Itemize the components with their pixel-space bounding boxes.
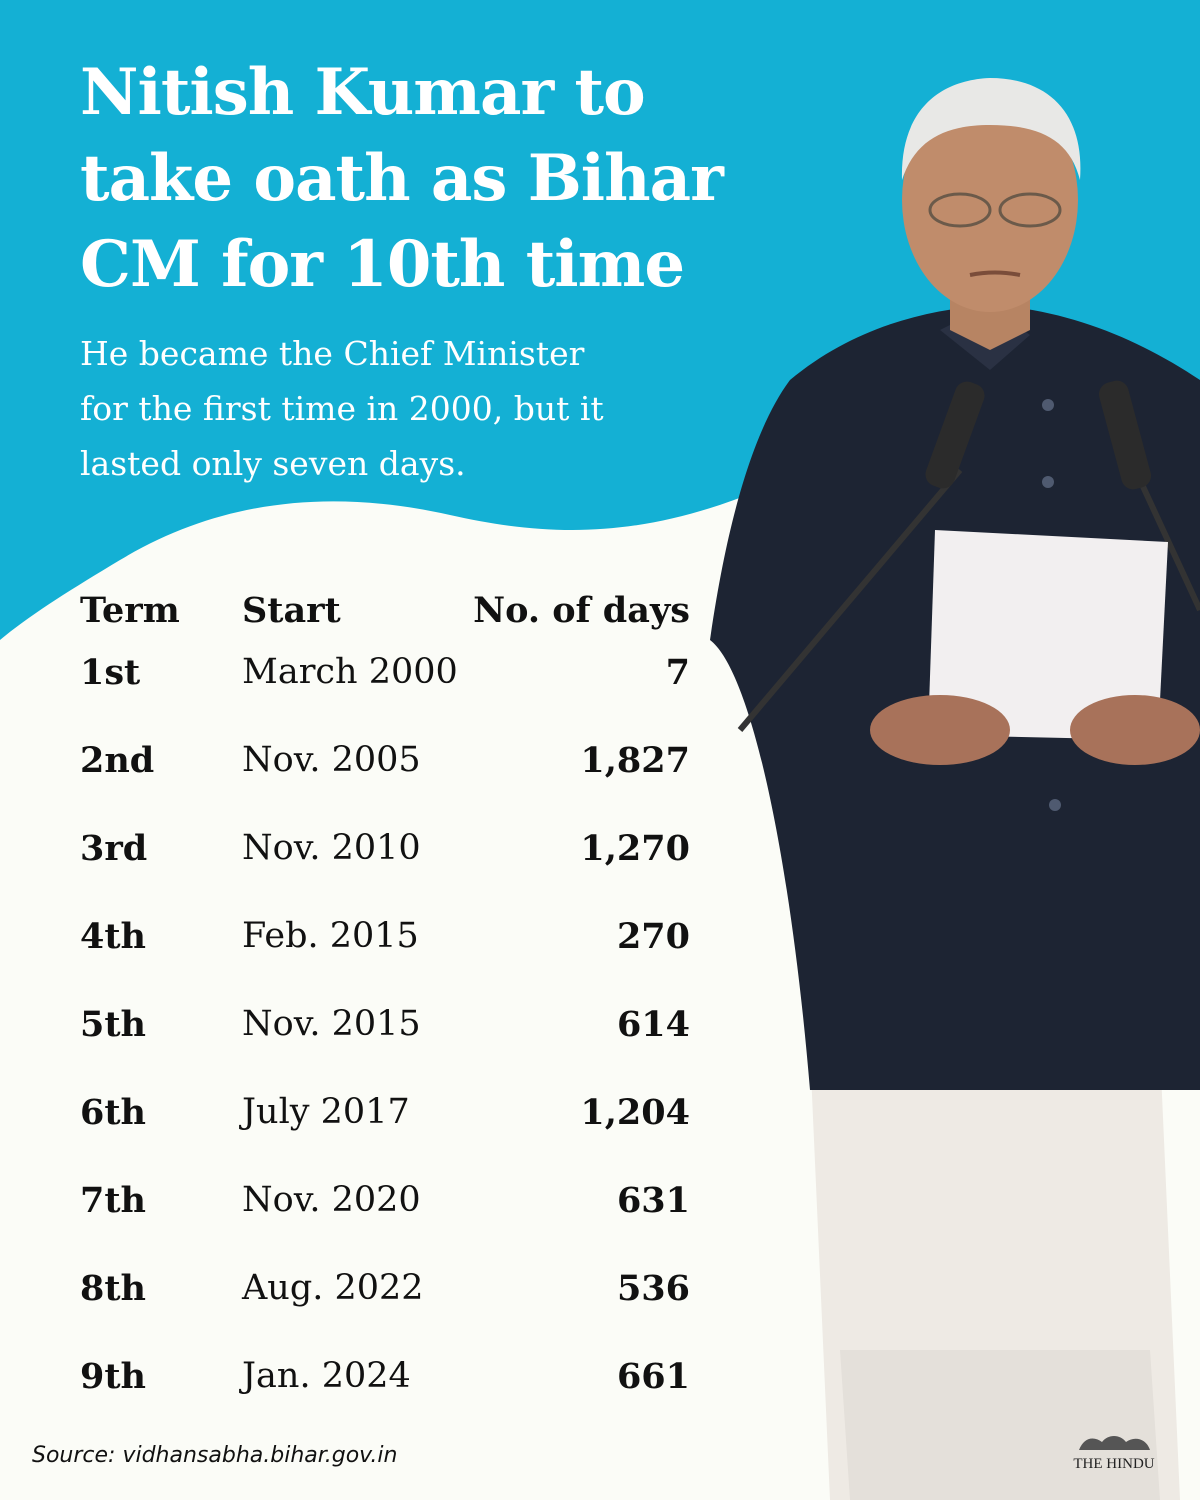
table-row: 4th Feb. 2015 270 — [80, 916, 690, 1004]
cell-term: 5th — [80, 1004, 146, 1045]
headline-line: Nitish Kumar to — [80, 55, 646, 130]
cell-days: 536 — [616, 1268, 690, 1309]
table-row: 6th July 2017 1,204 — [80, 1092, 690, 1180]
cell-term: 4th — [80, 916, 146, 957]
table-row: 1st March 2000 7 — [80, 652, 690, 740]
cell-start: March 2000 — [242, 652, 458, 692]
table-row: 8th Aug. 2022 536 — [80, 1268, 690, 1356]
cell-start: Feb. 2015 — [242, 916, 419, 956]
cell-days: 661 — [616, 1356, 690, 1397]
subtitle-line: He became the Chief Minister — [80, 334, 585, 373]
cell-start: Nov. 2015 — [242, 1004, 421, 1044]
table-row: 9th Jan. 2024 661 — [80, 1356, 690, 1444]
table-header: Term Start No. of days — [80, 590, 690, 652]
cell-term: 6th — [80, 1092, 146, 1133]
the-hindu-logo: THE HINDU — [1058, 1432, 1170, 1473]
cell-start: Jan. 2024 — [242, 1356, 411, 1396]
cell-term: 8th — [80, 1268, 146, 1309]
logo-emblem-icon — [1079, 1436, 1150, 1450]
cell-start: Nov. 2020 — [242, 1180, 421, 1220]
header-term: Term — [80, 590, 180, 631]
cell-days: 7 — [665, 652, 690, 693]
table-row: 3rd Nov. 2010 1,270 — [80, 828, 690, 916]
cell-term: 3rd — [80, 828, 148, 869]
subtitle: He became the Chief Minister for the fir… — [80, 326, 720, 491]
cell-days: 631 — [616, 1180, 690, 1221]
headline: Nitish Kumar to take oath as Bihar CM fo… — [80, 50, 780, 308]
cell-days: 270 — [616, 916, 690, 957]
cell-start: Nov. 2010 — [242, 828, 421, 868]
source-note: Source: vidhansabha.bihar.gov.in — [32, 1443, 398, 1468]
headline-line: CM for 10th time — [80, 227, 685, 302]
subtitle-line: lasted only seven days. — [80, 444, 466, 483]
person-photo — [710, 78, 1200, 1500]
terms-table: Term Start No. of days 1st March 2000 7 2nd… — [80, 590, 690, 1444]
cell-start: Aug. 2022 — [242, 1268, 424, 1308]
cell-days: 1,204 — [580, 1092, 690, 1133]
cell-term: 2nd — [80, 740, 155, 781]
cell-term: 1st — [80, 652, 141, 693]
cell-days: 1,827 — [580, 740, 690, 781]
cell-term: 9th — [80, 1356, 146, 1397]
logo-text: THE HINDU — [1073, 1456, 1155, 1472]
cell-start: Nov. 2005 — [242, 740, 421, 780]
cell-days: 614 — [616, 1004, 690, 1045]
header-days: No. of days — [473, 590, 690, 631]
table-row: 2nd Nov. 2005 1,827 — [80, 740, 690, 828]
cell-term: 7th — [80, 1180, 146, 1221]
table-row: 7th Nov. 2020 631 — [80, 1180, 690, 1268]
header-start: Start — [242, 590, 341, 631]
cell-start: July 2017 — [242, 1092, 410, 1132]
headline-line: take oath as Bihar — [80, 141, 724, 216]
table-row: 5th Nov. 2015 614 — [80, 1004, 690, 1092]
cell-days: 1,270 — [580, 828, 690, 869]
subtitle-line: for the first time in 2000, but it — [80, 389, 604, 428]
